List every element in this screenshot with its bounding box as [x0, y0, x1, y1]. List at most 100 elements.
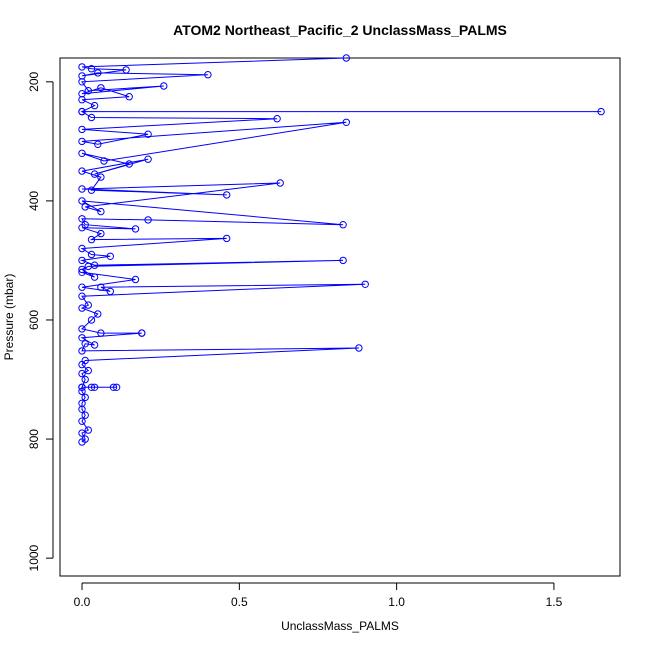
data-point — [90, 170, 99, 178]
data-point — [81, 340, 89, 348]
data-point — [223, 191, 231, 199]
x-axis-label: UnclassMass_PALMS — [281, 619, 399, 633]
data-point — [81, 375, 89, 384]
data-point — [78, 417, 86, 425]
data-point — [78, 292, 86, 300]
data-point — [131, 275, 140, 284]
data-point — [78, 304, 86, 312]
y-tick-label: 800 — [27, 429, 41, 449]
data-point — [78, 383, 86, 391]
data-point — [273, 115, 281, 123]
data-point — [144, 216, 152, 224]
data-point — [78, 265, 86, 274]
data-point — [78, 369, 86, 378]
data-point — [84, 366, 93, 375]
x-tick-label: 0.5 — [231, 595, 248, 609]
data-point — [78, 334, 86, 342]
data-point — [87, 316, 96, 324]
data-point — [78, 347, 86, 355]
data-point — [87, 186, 96, 194]
data-point — [342, 54, 350, 62]
data-point — [144, 155, 152, 163]
series-lines — [80, 57, 602, 443]
data-point — [84, 87, 93, 95]
data-point — [78, 399, 86, 407]
data-point — [78, 215, 86, 223]
x-axis: 0.0 0.5 1.0 1.5 — [74, 582, 563, 609]
data-point — [94, 310, 102, 318]
data-point — [97, 207, 105, 216]
plot-frame — [59, 57, 621, 577]
data-point — [125, 93, 133, 101]
data-point — [78, 429, 86, 437]
data-point — [78, 325, 86, 333]
series-points — [78, 54, 605, 446]
data-point — [78, 72, 86, 80]
data-point — [90, 101, 99, 110]
data-point — [87, 113, 96, 122]
series-line — [80, 57, 602, 443]
data-point — [78, 185, 86, 193]
data-point — [87, 250, 96, 259]
data-point — [97, 329, 105, 337]
data-point — [100, 157, 108, 165]
data-point — [84, 426, 93, 434]
data-point — [339, 221, 347, 229]
y-axis-label: Pressure (mbar) — [2, 274, 16, 361]
data-point — [97, 173, 105, 181]
data-point — [361, 280, 369, 288]
data-point — [597, 107, 605, 116]
data-point — [223, 234, 231, 243]
data-point — [90, 273, 99, 281]
data-point — [84, 301, 93, 309]
x-tick-label: 1.0 — [388, 595, 405, 609]
data-point — [78, 125, 86, 134]
y-tick-label: 200 — [27, 71, 41, 91]
data-point — [81, 411, 89, 419]
data-point — [78, 197, 86, 205]
data-point — [97, 229, 105, 238]
data-point — [78, 268, 86, 276]
data-point — [78, 149, 86, 158]
data-point — [78, 244, 86, 253]
data-point — [78, 256, 86, 265]
data-point — [97, 283, 105, 291]
data-point — [78, 387, 86, 396]
data-point — [109, 383, 118, 391]
y-axis: 200 400 600 800 1000 — [27, 71, 54, 571]
data-point — [78, 63, 86, 71]
y-tick-label: 1000 — [27, 544, 41, 571]
data-point — [87, 235, 96, 244]
x-tick-label: 1.5 — [546, 595, 563, 609]
data-point — [339, 256, 347, 265]
data-point — [138, 329, 146, 337]
data-point — [87, 383, 96, 391]
data-point — [81, 393, 89, 402]
data-point — [78, 137, 86, 146]
data-point — [106, 252, 115, 260]
data-point — [81, 221, 89, 229]
chart-title: ATOM2 Northeast_Pacific_2 UnclassMass_PA… — [173, 22, 507, 38]
data-point — [160, 82, 168, 90]
data-point — [78, 167, 86, 175]
data-point — [125, 160, 133, 168]
data-point — [131, 225, 140, 233]
x-tick-label: 0.0 — [74, 595, 91, 609]
data-point — [204, 71, 212, 79]
data-point — [355, 344, 363, 352]
data-point — [106, 287, 115, 296]
data-point — [276, 179, 284, 187]
data-point — [122, 66, 130, 74]
data-point — [90, 261, 99, 269]
y-tick-label: 600 — [27, 310, 41, 330]
data-point — [97, 84, 105, 92]
data-point — [78, 107, 86, 116]
data-point — [112, 383, 121, 391]
data-point — [90, 341, 99, 349]
data-point — [81, 435, 89, 443]
data-point — [90, 383, 99, 391]
data-point — [78, 283, 86, 291]
data-point — [78, 90, 86, 98]
